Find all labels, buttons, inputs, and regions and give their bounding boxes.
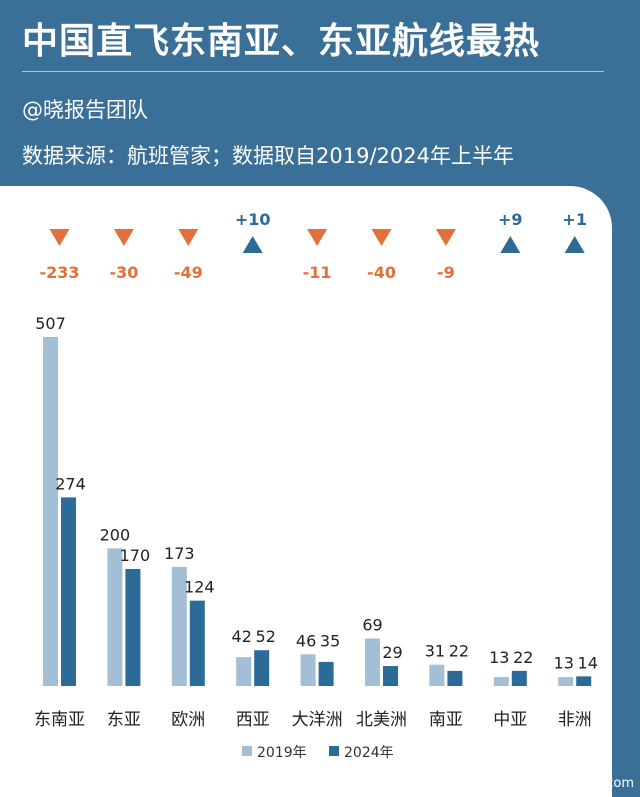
bar-2024-6 — [383, 666, 398, 686]
value-label-2024-2: 170 — [120, 546, 151, 565]
value-label-2024-6: 29 — [382, 643, 402, 662]
value-label-2024-8: 22 — [513, 648, 533, 667]
value-label-2019-5: 46 — [296, 631, 316, 650]
watermark: www.365jz.com — [532, 776, 634, 791]
value-label-2019-3: 173 — [164, 544, 195, 563]
legend-label-2024: 2024年 — [344, 745, 394, 761]
change-label-6: -40 — [367, 263, 396, 282]
value-label-2019-1: 507 — [35, 314, 66, 333]
legend-swatch-2024 — [329, 746, 339, 756]
value-label-2019-2: 200 — [100, 525, 131, 544]
increase-icon-9 — [564, 236, 585, 253]
decrease-icon-5 — [307, 229, 328, 246]
change-label-5: -11 — [303, 263, 332, 282]
category-label-7: 南亚 — [429, 710, 463, 730]
bar-2019-4 — [236, 657, 252, 686]
value-label-2024-5: 35 — [320, 631, 340, 650]
change-label-7: -9 — [437, 263, 455, 282]
category-label-4: 西亚 — [236, 710, 270, 730]
value-label-2019-4: 42 — [232, 627, 252, 646]
value-label-2024-7: 22 — [449, 642, 469, 661]
value-label-2024-3: 124 — [184, 578, 215, 597]
category-label-3: 欧洲 — [171, 710, 205, 730]
category-label-1: 东南亚 — [34, 710, 85, 730]
increase-icon-4 — [242, 236, 263, 253]
value-label-2019-8: 13 — [489, 648, 509, 667]
bar-2024-1 — [61, 497, 76, 686]
bar-2019-8 — [493, 677, 509, 686]
bar-2019-3 — [171, 566, 187, 686]
change-label-2: -30 — [109, 263, 138, 282]
value-label-2024-4: 52 — [256, 627, 276, 646]
value-label-2024-1: 274 — [55, 474, 86, 493]
change-label-9: +1 — [562, 210, 587, 229]
category-label-2: 东亚 — [107, 710, 141, 730]
bar-2019-2 — [107, 548, 123, 686]
decrease-icon-2 — [113, 229, 134, 246]
change-label-1: -233 — [39, 263, 79, 282]
category-label-6: 北美洲 — [356, 710, 407, 730]
chart-panel — [0, 186, 612, 797]
increase-icon-8 — [500, 236, 521, 253]
bar-2024-5 — [318, 661, 334, 686]
change-label-8: +9 — [498, 210, 523, 229]
category-label-5: 大洋洲 — [292, 710, 343, 730]
value-label-2019-7: 31 — [425, 642, 445, 661]
data-source-note: 数据来源：航班管家；数据取自2019/2024年上半年 — [22, 144, 514, 168]
bar-2024-2 — [125, 568, 141, 686]
value-label-2019-9: 13 — [554, 653, 574, 672]
legend-label-2019: 2019年 — [257, 745, 307, 761]
bar-chart: 507 274 东南亚 -233 200 170 东亚 -30 173 124 欧洲 -49 42 52 西… — [34, 210, 598, 761]
bar-2024-9 — [576, 676, 592, 686]
change-label-3: -49 — [174, 263, 203, 282]
category-label-8: 中亚 — [493, 710, 527, 730]
bar-2019-9 — [558, 677, 574, 686]
bar-2024-7 — [447, 670, 463, 686]
decrease-icon-3 — [178, 229, 199, 246]
legend-swatch-2019 — [242, 746, 252, 756]
value-label-2019-6: 69 — [362, 616, 382, 635]
value-label-2024-9: 14 — [578, 653, 598, 672]
bar-2024-3 — [189, 600, 205, 686]
decrease-icon-1 — [49, 229, 70, 246]
page-title: 中国直飞东南亚、东亚航线最热 — [22, 21, 541, 62]
decrease-icon-7 — [435, 229, 456, 246]
bar-2024-8 — [511, 670, 527, 686]
decrease-icon-6 — [371, 229, 392, 246]
change-label-4: +10 — [235, 210, 271, 229]
title-divider — [22, 71, 604, 72]
bar-2019-5 — [300, 654, 316, 686]
author-handle: @晓报告团队 — [22, 98, 148, 122]
category-label-9: 非洲 — [558, 710, 592, 730]
bar-2019-7 — [429, 664, 445, 686]
bar-2019-1 — [43, 337, 58, 686]
bar-2019-6 — [365, 638, 380, 686]
bar-2024-4 — [254, 650, 270, 686]
